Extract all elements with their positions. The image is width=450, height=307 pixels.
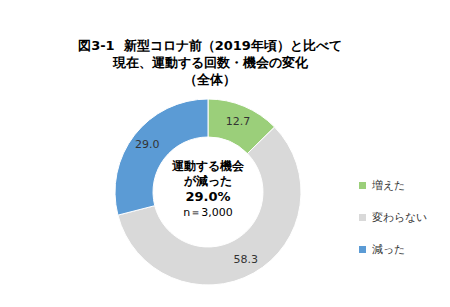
svg-text:58.3: 58.3 (233, 253, 258, 266)
svg-text:が減った: が減った (183, 174, 232, 188)
svg-text:減った: 減った (372, 243, 405, 256)
svg-text:29.0%: 29.0% (185, 189, 230, 204)
svg-text:増えた: 増えた (371, 179, 405, 192)
svg-text:29.0: 29.0 (135, 138, 160, 151)
svg-text:変わらない: 変わらない (372, 211, 427, 224)
svg-text:12.7: 12.7 (226, 115, 251, 128)
svg-text:（全体）: （全体） (184, 72, 236, 87)
svg-text:現在、運動する回数・機会の変化: 現在、運動する回数・機会の変化 (112, 55, 309, 70)
svg-text:運動する機会: 運動する機会 (171, 159, 245, 173)
svg-text:図3-1 新型コロナ前（2019年頃）と比べて: 図3-1 新型コロナ前（2019年頃）と比べて (78, 38, 342, 53)
svg-text:n＝3,000: n＝3,000 (183, 206, 232, 219)
